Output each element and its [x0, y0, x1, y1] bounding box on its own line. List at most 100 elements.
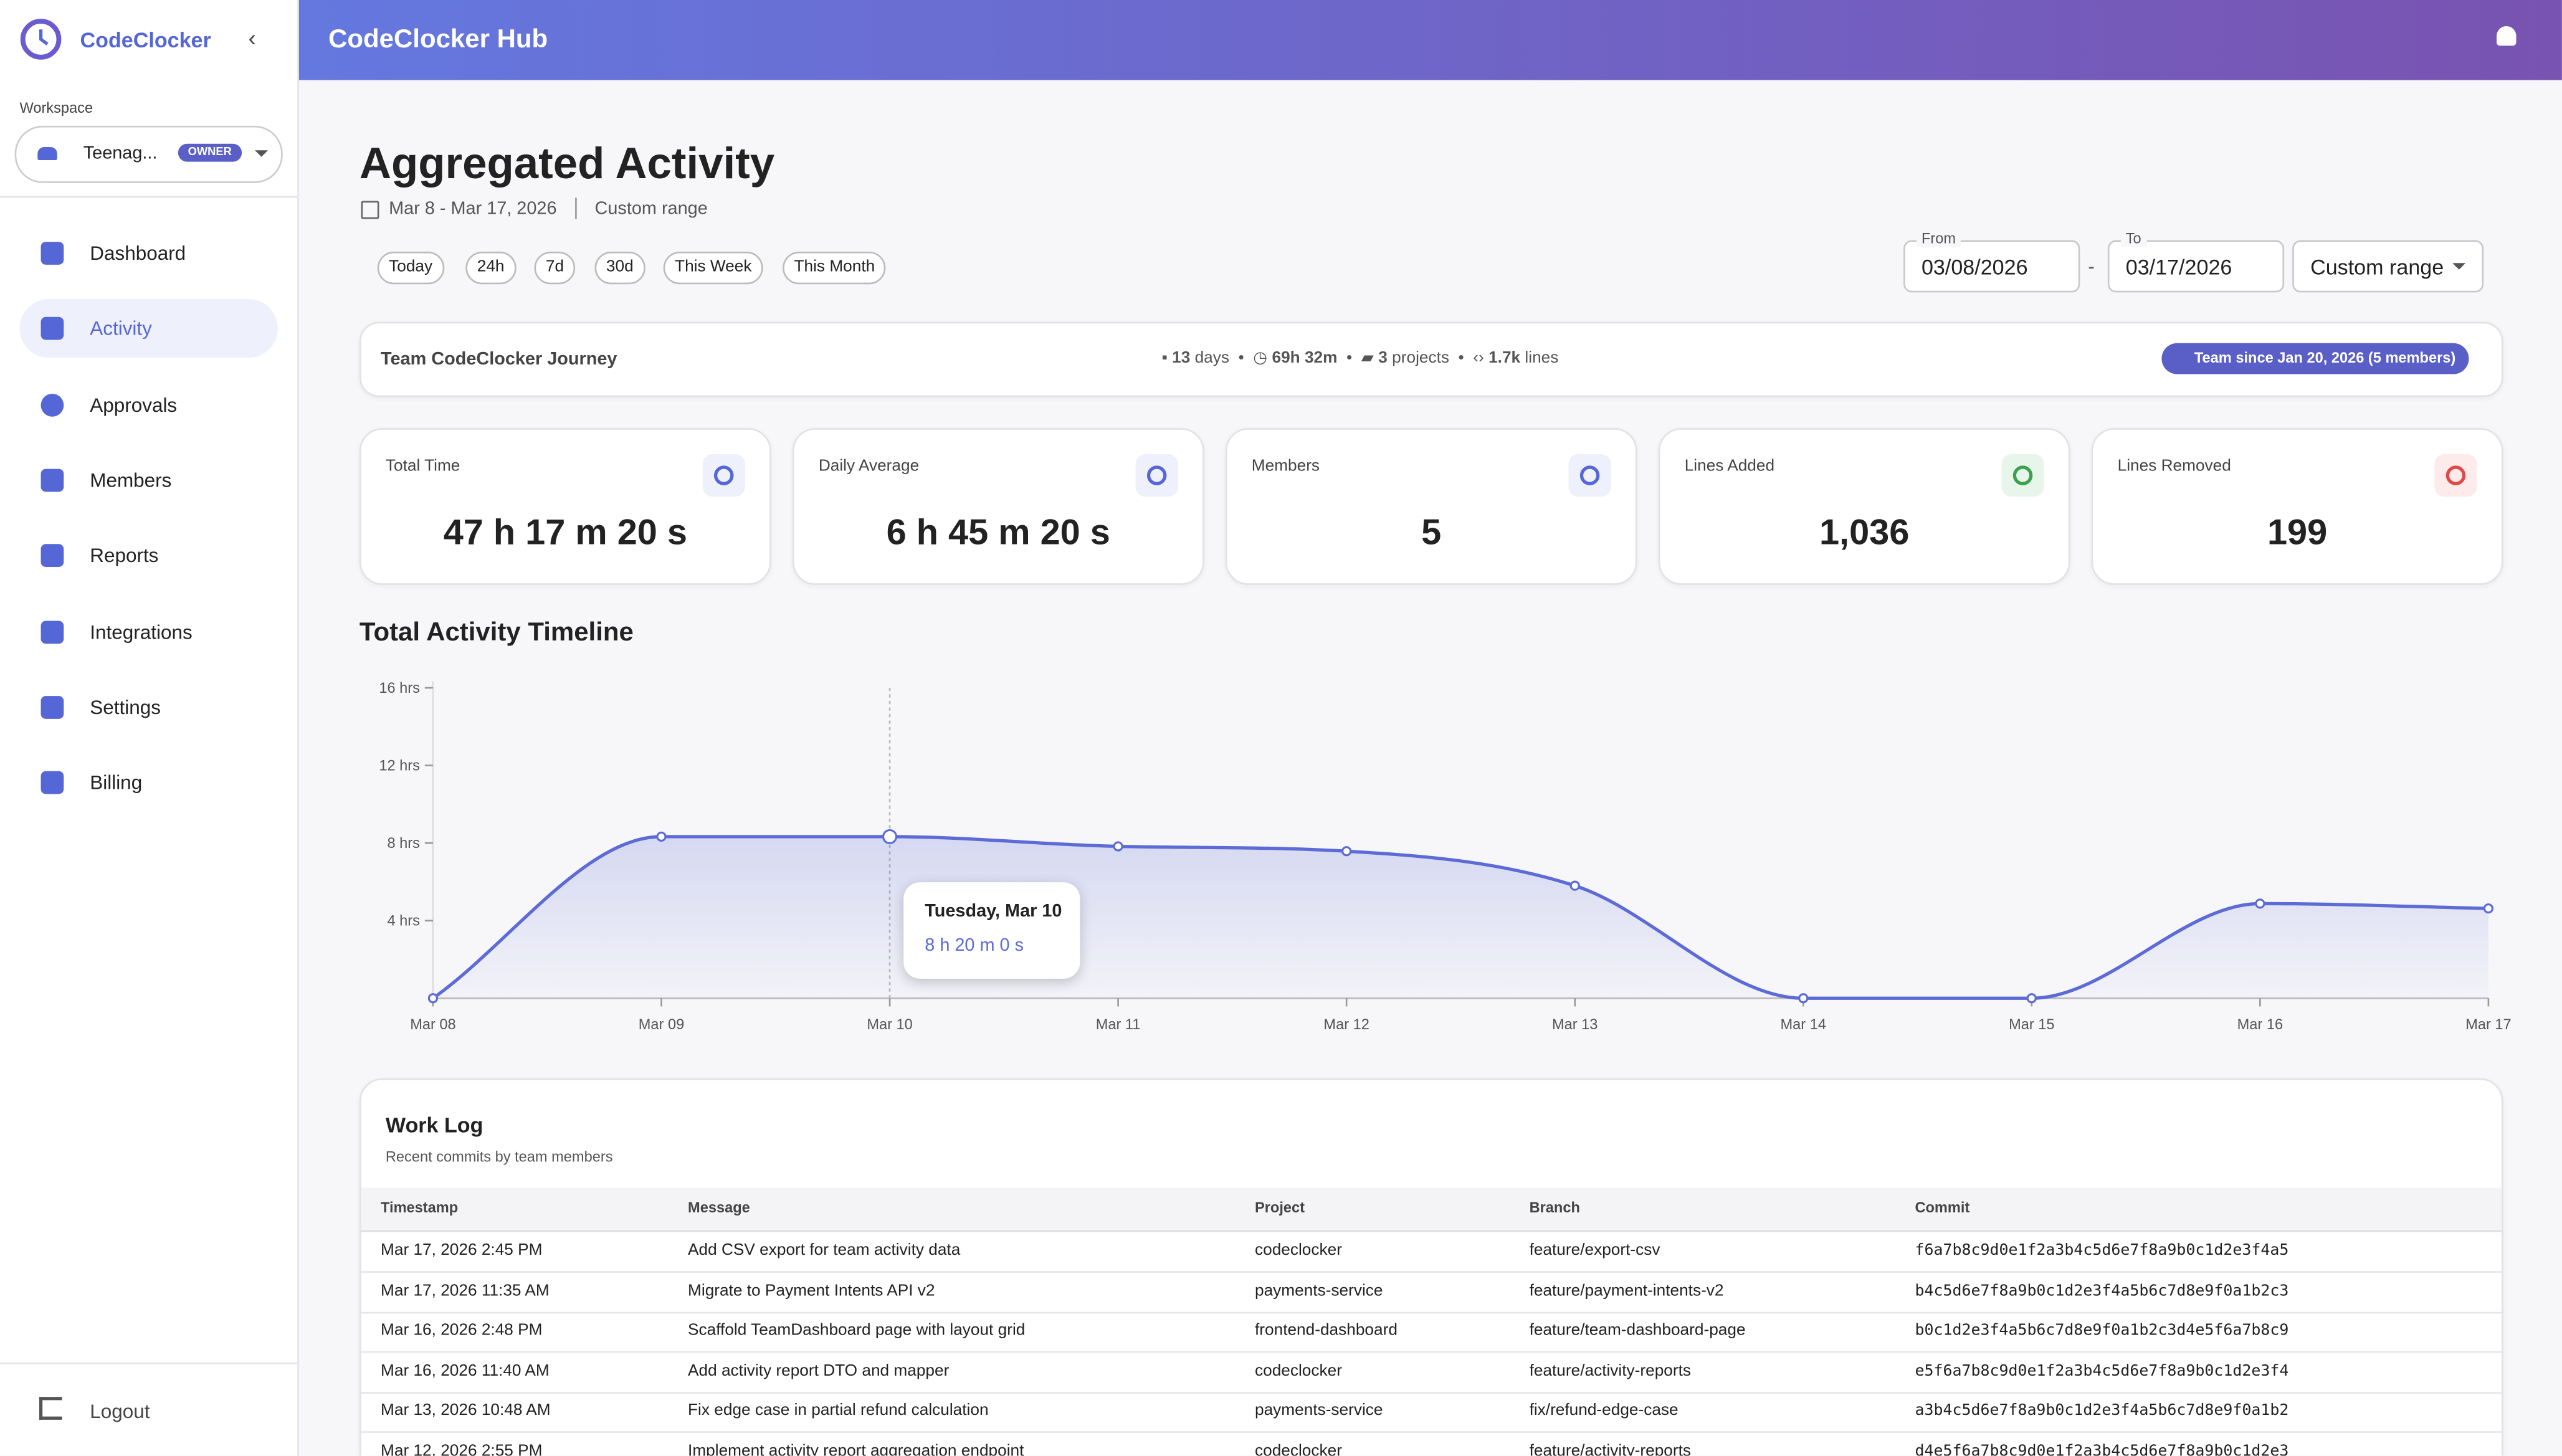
nav-label: Settings: [90, 695, 161, 719]
column-header: Branch: [1529, 1199, 1580, 1216]
table-cell: codeclocker: [1255, 1442, 1342, 1456]
y-tick-label: 12 hrs: [379, 758, 420, 774]
table-cell: e5f6a7b8c9d0e1f2a3b4c5d6e7f8a9b0c1d2e3f4: [1915, 1361, 2289, 1380]
date-range: Mar 8 - Mar 17, 2026: [389, 199, 557, 219]
brand: CodeClocker: [80, 27, 211, 52]
point[interactable]: [1341, 846, 1352, 857]
column-header: Project: [1255, 1199, 1305, 1216]
point[interactable]: [1798, 993, 1809, 1004]
from-value: 03/08/2026: [1921, 255, 2028, 280]
tooltip: Tuesday, Mar 10 8 h 20 m 0 s: [903, 882, 1080, 979]
quick-range[interactable]: Today: [377, 251, 444, 285]
stat-label: Members: [1251, 457, 1320, 476]
work-log-title: Work Log: [385, 1112, 483, 1138]
table-cell: Fix edge case in partial refund calculat…: [688, 1402, 989, 1420]
table-cell: Add CSV export for team activity data: [688, 1242, 961, 1260]
table-cell: Mar 17, 2026 11:35 AM: [381, 1282, 550, 1300]
dropdown-arrow: [255, 150, 269, 157]
role-badge: OWNER: [178, 143, 242, 162]
stat-label: Daily Average: [818, 457, 920, 476]
nav-icon: [40, 620, 64, 643]
quick-range[interactable]: 7d: [534, 251, 576, 285]
x-tick-label: Mar 09: [639, 1017, 684, 1033]
y-tick-label: 4 hrs: [388, 913, 420, 930]
range-select[interactable]: Custom range: [2292, 240, 2484, 293]
point[interactable]: [1569, 880, 1580, 891]
stat-icon: [2434, 454, 2477, 497]
from-field[interactable]: From 03/08/2026: [1903, 230, 2080, 293]
workspace-select[interactable]: Teenag... OWNER: [14, 125, 283, 183]
table-cell: codeclocker: [1255, 1242, 1342, 1260]
nav-item[interactable]: Reports: [19, 526, 277, 585]
to-field[interactable]: To 03/17/2026: [2107, 230, 2285, 293]
nav-icon: [40, 469, 64, 492]
table-cell: payments-service: [1255, 1402, 1383, 1420]
nav-icon: [40, 317, 64, 341]
stat-icon: [702, 454, 745, 497]
point[interactable]: [656, 831, 667, 842]
nav-item[interactable]: Dashboard: [19, 224, 277, 282]
logout[interactable]: Logout: [90, 1400, 150, 1424]
point[interactable]: [2255, 898, 2265, 909]
stat-glyph: [713, 465, 734, 485]
point[interactable]: [882, 829, 898, 844]
table-cell: Mar 16, 2026 11:40 AM: [381, 1361, 550, 1380]
nav-icon: [40, 544, 64, 568]
nav-label: Billing: [90, 771, 143, 794]
stat-card: Members 5: [1225, 428, 1637, 585]
table-cell: feature/activity-reports: [1529, 1442, 1692, 1456]
stat-value: 5: [1421, 511, 1442, 553]
table-cell: Migrate to Payment Intents API v2: [688, 1282, 935, 1300]
workspace-label: Workspace: [19, 99, 93, 117]
quick-range[interactable]: This Week: [663, 251, 763, 285]
nav-item[interactable]: Members: [19, 450, 277, 509]
y-tick-label: 16 hrs: [379, 680, 420, 697]
table-cell: feature/payment-intents-v2: [1529, 1282, 1724, 1300]
notifications[interactable]: [2497, 26, 2517, 46]
line: [432, 835, 2488, 1000]
table-cell: f6a7b8c9d0e1f2a3b4c5d6e7f8a9b0c1d2e3f4a5: [1915, 1242, 2289, 1260]
to-value: 03/17/2026: [2125, 255, 2232, 280]
table-cell: fix/refund-edge-case: [1529, 1402, 1679, 1420]
quick-range[interactable]: 24h: [465, 251, 516, 285]
x-tick-label: Mar 12: [1323, 1017, 1369, 1033]
nav-item[interactable]: Approvals: [19, 375, 277, 434]
nav-label: Members: [90, 469, 172, 492]
quick-range[interactable]: This Month: [783, 251, 887, 285]
nav-item[interactable]: Billing: [19, 753, 277, 812]
point[interactable]: [2026, 993, 2037, 1004]
separator: [575, 197, 577, 219]
chart-title: Total Activity Timeline: [359, 619, 634, 647]
projects: 3: [1378, 350, 1388, 368]
tooltip-value: 8 h 20 m 0 s: [925, 936, 1024, 956]
quick-range[interactable]: 30d: [594, 251, 645, 285]
point[interactable]: [2483, 903, 2494, 914]
nav-item[interactable]: Activity: [19, 299, 278, 359]
table-cell: Scaffold TeamDashboard page with layout …: [688, 1321, 1026, 1340]
x-tick-label: Mar 15: [2009, 1017, 2054, 1033]
nav-icon: [40, 393, 64, 416]
x-tick-label: Mar 13: [1552, 1017, 1598, 1033]
range-separator: -: [2088, 255, 2095, 278]
table-cell: Mar 17, 2026 2:45 PM: [381, 1242, 543, 1260]
table-cell: frontend-dashboard: [1255, 1321, 1398, 1340]
nav-label: Integrations: [90, 620, 193, 643]
table-row: [361, 1232, 2502, 1273]
table-cell: d4e5f6a7b8c9d0e1f2a3b4c5d6e7f8a9b0c1d2e3: [1915, 1442, 2289, 1456]
table-cell: Add activity report DTO and mapper: [688, 1361, 950, 1380]
team-badge: Team since Jan 20, 2026 (5 members): [2161, 343, 2469, 374]
table-cell: feature/export-csv: [1529, 1242, 1660, 1260]
team-name: Team CodeClocker Journey: [381, 350, 617, 369]
nav-item[interactable]: Settings: [19, 678, 277, 736]
point[interactable]: [1113, 841, 1123, 852]
timeline-chart: 4 hrs 8 hrs 12 hrs 16 hrs Mar 08 Mar 09 Mar 10…: [379, 680, 2511, 1033]
to-label: To: [2120, 230, 2146, 247]
x-tick-label: Mar 16: [2237, 1017, 2283, 1033]
point[interactable]: [427, 993, 439, 1004]
x-tick-label: Mar 10: [867, 1017, 912, 1033]
stat-glyph: [1579, 465, 1600, 485]
collapse-button[interactable]: ‹: [248, 24, 256, 51]
nav-item[interactable]: Integrations: [19, 602, 277, 660]
days-unit: days: [1194, 350, 1229, 368]
